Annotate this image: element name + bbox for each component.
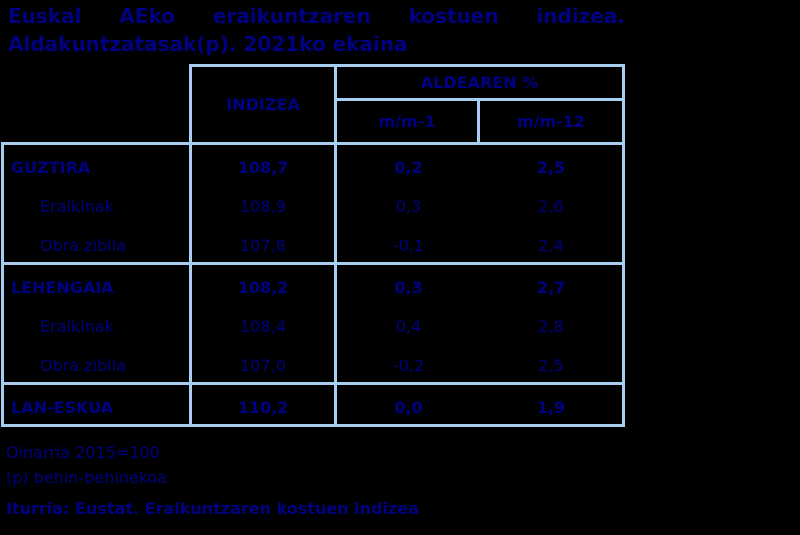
indizea-column: 108,7 108,9 107,8 — [192, 145, 334, 262]
row-label: Obra zibila — [40, 236, 126, 255]
table-row: 0,3 2,6 — [337, 184, 622, 223]
mm12-value: 2,6 — [538, 197, 564, 216]
table-group-guztira: GUZTIRA Eraikinak Obra zibila 108,7 108,… — [1, 142, 625, 265]
label-column: GUZTIRA Eraikinak Obra zibila — [4, 145, 189, 262]
table-header: INDIZEA ALDEAREN % m/m-1 m/m-12 — [189, 64, 625, 145]
mm1-value: -0,2 — [392, 356, 425, 375]
table-row: -0,1 2,4 — [337, 223, 622, 262]
mm12-value: 2,5 — [538, 356, 564, 375]
table-group-lehengaia: LEHENGAIA Eraikinak Obra zibila 108,2 10… — [1, 262, 625, 385]
row-label: LEHENGAIA — [11, 278, 114, 297]
mm1-value: 0,0 — [394, 398, 423, 417]
provisional-note: (p) behin-behinekoa — [6, 468, 168, 487]
table-row: 0,2 2,5 — [337, 145, 622, 184]
label-column: LAN-ESKUA — [4, 385, 189, 424]
aldearen-column: 0,3 2,7 0,4 2,8 -0,2 2,5 — [337, 265, 622, 382]
label-column: LEHENGAIA Eraikinak Obra zibila — [4, 265, 189, 382]
aldearen-column: 0,0 1,9 — [337, 385, 622, 424]
header-cell-mm12: m/m-12 — [480, 101, 622, 142]
table-row: 0,0 1,9 — [337, 385, 622, 424]
mm1-value: -0,1 — [392, 236, 425, 255]
footer-notes: Oinarria 2015=100 (p) behin-behinekoa It… — [6, 440, 419, 521]
row-label: Eraikinak — [40, 317, 114, 336]
indizea-value: 108,9 — [240, 197, 286, 216]
mm12-value: 2,4 — [538, 236, 564, 255]
row-label: GUZTIRA — [11, 158, 91, 177]
header-cell-aldearen: ALDEAREN % — [337, 67, 622, 98]
mm1-value: 0,3 — [395, 197, 422, 216]
mm1-value: 0,3 — [394, 278, 423, 297]
mm12-value: 2,5 — [536, 158, 566, 177]
indizea-value: 108,4 — [240, 317, 286, 336]
source-note: Iturria: Eustat. Eraikuntzaren kostuen i… — [6, 499, 419, 518]
row-label: Eraikinak — [40, 197, 114, 216]
table-group-laneskua: LAN-ESKUA 110,2 0,0 1,9 — [1, 382, 625, 427]
row-label: Obra zibila — [40, 356, 126, 375]
mm12-value: 2,8 — [538, 317, 564, 336]
row-label: LAN-ESKUA — [11, 398, 114, 417]
indizea-value: 108,7 — [237, 158, 289, 177]
mm1-value: 0,2 — [394, 158, 423, 177]
base-note: Oinarria 2015=100 — [6, 443, 160, 462]
indizea-value: 108,2 — [237, 278, 289, 297]
indizea-value: 110,2 — [237, 398, 289, 417]
table-body: GUZTIRA Eraikinak Obra zibila 108,7 108,… — [1, 142, 625, 427]
table-row: 0,3 2,7 — [337, 265, 622, 304]
page-title: Euskal AEko eraikuntzaren kostuen indize… — [8, 4, 625, 56]
table-row: 0,4 2,8 — [337, 304, 622, 343]
mm12-value: 1,9 — [536, 398, 566, 417]
indizea-value: 107,8 — [240, 236, 286, 255]
indizea-value: 107,0 — [240, 356, 286, 375]
indizea-column: 110,2 — [192, 385, 334, 424]
header-cell-mm1: m/m-1 — [337, 101, 477, 142]
mm12-value: 2,7 — [536, 278, 566, 297]
table-row: -0,2 2,5 — [337, 343, 622, 382]
aldearen-column: 0,2 2,5 0,3 2,6 -0,1 2,4 — [337, 145, 622, 262]
indizea-column: 108,2 108,4 107,0 — [192, 265, 334, 382]
header-cell-indizea: INDIZEA — [192, 67, 334, 142]
mm1-value: 0,4 — [395, 317, 422, 336]
